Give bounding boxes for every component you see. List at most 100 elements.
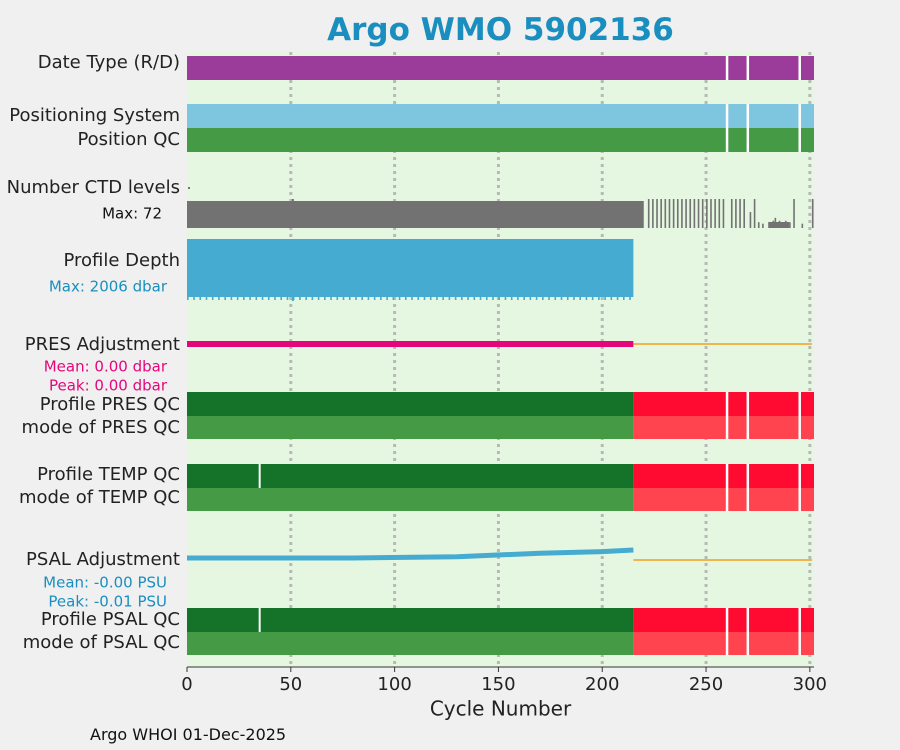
profile-depth-bar: [398, 297, 401, 300]
profile-depth-bar: [336, 297, 339, 300]
ctd-level-bar: [801, 223, 804, 228]
profile-depth-bar: [386, 297, 388, 300]
profile-depth-bar: [573, 297, 575, 300]
profile-depth-bar: [187, 297, 189, 300]
profile-depth-bar: [629, 297, 631, 300]
profile-depth-bar: [255, 297, 258, 300]
profile-depth-bar: [286, 297, 289, 300]
profile-depth-bar: [261, 297, 264, 300]
ctd-level-bar: [693, 199, 696, 228]
profile-depth-bar: [193, 297, 195, 300]
profile-depth-bar: [299, 297, 301, 300]
ctd-level-bar: [714, 199, 716, 228]
profile-depth-bar: [467, 297, 469, 300]
profile-depth-bar: [361, 297, 363, 300]
profile-depth-bar: [598, 297, 600, 300]
ctd-level-bar: [789, 222, 791, 228]
x-tick-label: 0: [181, 674, 192, 695]
profile-depth-bar: [404, 297, 407, 300]
profile-depth-bar: [280, 297, 283, 300]
ctd-level-bar: [735, 199, 737, 228]
profile-depth-bar: [311, 297, 314, 300]
temp_qc-gap-mark: [725, 464, 729, 511]
psal-adjustment-line: [187, 547, 634, 561]
profile-depth-bar: [548, 297, 550, 300]
profile-depth-bar: [367, 297, 370, 300]
ctd-level-bar: [664, 199, 667, 228]
profile-depth-bar: [479, 297, 482, 300]
pres_adjustment-annotation: Mean: 0.00 dbar: [44, 358, 168, 376]
profile-depth-bar: [554, 297, 557, 300]
x-tick-label: 250: [689, 674, 723, 695]
temp_qc-bar-segment: [633, 464, 814, 488]
x-tick-label: 150: [481, 674, 515, 695]
profile-depth-bar: [380, 297, 382, 300]
profile-depth-bar: [560, 297, 563, 300]
ctd-level-bar: [739, 199, 741, 228]
profile-depth-bar: [535, 297, 538, 300]
positioning-label: Position QC: [77, 129, 180, 150]
profile-depth-bar: [249, 297, 251, 300]
profile-depth-bar: [566, 297, 569, 300]
profile-depth-bar: [442, 297, 444, 300]
profile-depth-bar: [224, 297, 226, 300]
psal_qc-label: Profile PSAL QC: [41, 609, 180, 630]
psal_qc-gap-mark: [798, 608, 801, 655]
pres_qc-label: Profile PRES QC: [40, 394, 180, 415]
profile-depth-bar: [317, 297, 320, 300]
profile-depth-bar: [585, 297, 588, 300]
profile-depth-bar: [291, 292, 294, 301]
psal_qc-gap-mark: [746, 608, 750, 655]
profile_depth-annotation: Max: 2006 dbar: [49, 278, 168, 296]
pres_adjustment-label: PRES Adjustment: [25, 334, 180, 355]
profile-depth-bar: [330, 297, 332, 300]
psal_qc-qc-tick: [258, 608, 261, 632]
profile-depth-bar: [230, 297, 233, 300]
ctd-level-bars: [187, 201, 644, 228]
ctd-level-bar: [689, 199, 692, 228]
ctd-level-bar: [685, 199, 687, 228]
profile-depth-bar: [324, 297, 326, 300]
ctd-level-bar: [656, 199, 658, 228]
psal_qc-bar-segment: [633, 632, 814, 655]
profile-depth-bar: [523, 297, 525, 300]
profile-depth-bar: [267, 297, 270, 300]
profile-depth-bar: [373, 297, 376, 300]
pres_qc-bar-segment: [633, 416, 814, 439]
profile-depth-bar: [510, 297, 513, 300]
ctd_levels-label: Number CTD levels: [7, 177, 180, 198]
pres_qc-bar-segment: [187, 416, 634, 439]
psal_adjustment-annotation: Mean: -0.00 PSU: [43, 574, 167, 592]
ctd-level-bar: [793, 199, 795, 228]
profile-depth-bar: [604, 297, 606, 300]
pres_qc-gap-mark: [725, 392, 729, 439]
profile-depth-bar: [473, 297, 476, 300]
ctd-level-bar: [757, 222, 760, 228]
profile-depth-bar: [218, 297, 220, 300]
profile-depth-bars: [187, 239, 634, 297]
ctd-level-bar: [718, 199, 721, 228]
positioning-gap-mark: [725, 104, 729, 152]
profile-depth-bar: [211, 297, 214, 300]
ctd-level-bar: [768, 222, 790, 228]
profile-depth-bar: [610, 297, 613, 300]
psal_adjustment-label: PSAL Adjustment: [26, 549, 180, 570]
temp_qc-label: Profile TEMP QC: [37, 464, 180, 485]
ctd-level-bar: [749, 212, 752, 228]
profile-depth-bar: [542, 297, 544, 300]
profile-depth-bar: [342, 297, 345, 300]
ctd-level-bar: [697, 199, 700, 228]
profile-depth-bar: [411, 297, 413, 300]
temp_qc-qc-tick: [258, 464, 261, 488]
ctd-level-bar: [743, 199, 746, 228]
x-tick-label: 200: [585, 674, 619, 695]
profile-depth-bar: [205, 297, 208, 300]
profile-depth-bar: [355, 297, 357, 300]
profile-depth-bar: [436, 297, 438, 300]
ctd_levels-annotation: Max: 72: [102, 205, 162, 223]
chart-title: Argo WMO 5902136: [327, 12, 674, 48]
temp_qc-bar-segment: [187, 488, 634, 511]
profile-depth-bar: [429, 297, 432, 300]
pres_qc-gap-mark: [798, 392, 801, 439]
